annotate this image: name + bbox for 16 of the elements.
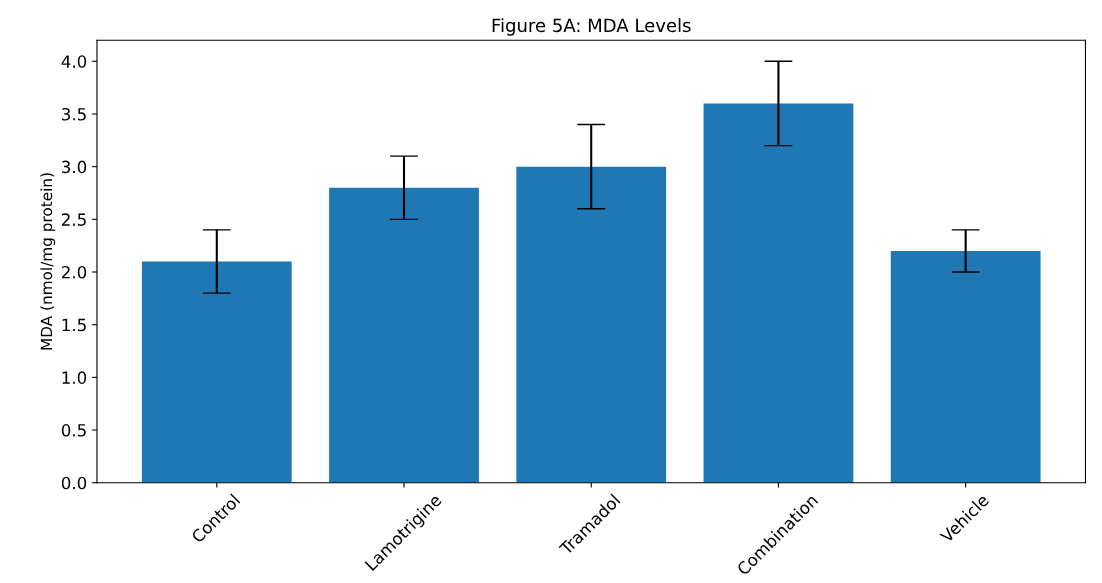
y-tick-label: 1.5 xyxy=(62,318,86,332)
chart-title: Figure 5A: MDA Levels xyxy=(492,18,691,36)
y-tick-label: 4.0 xyxy=(61,55,87,68)
y-tick-label: 0.5 xyxy=(61,424,86,437)
y-tick-label: 0.0 xyxy=(61,476,87,490)
bar xyxy=(141,261,292,483)
bar xyxy=(703,103,854,483)
y-tick-label: 3.5 xyxy=(62,107,86,121)
y-axis-title: MDA (nmol/mg protein) xyxy=(40,173,56,350)
y-tick-label: 3.0 xyxy=(62,160,87,174)
bar xyxy=(516,166,667,483)
y-tick-label: 2.5 xyxy=(61,213,86,226)
bar xyxy=(890,250,1041,483)
y-tick-label: 2.0 xyxy=(61,265,87,279)
y-tick-label: 1.0 xyxy=(62,371,87,384)
bar xyxy=(329,187,479,483)
